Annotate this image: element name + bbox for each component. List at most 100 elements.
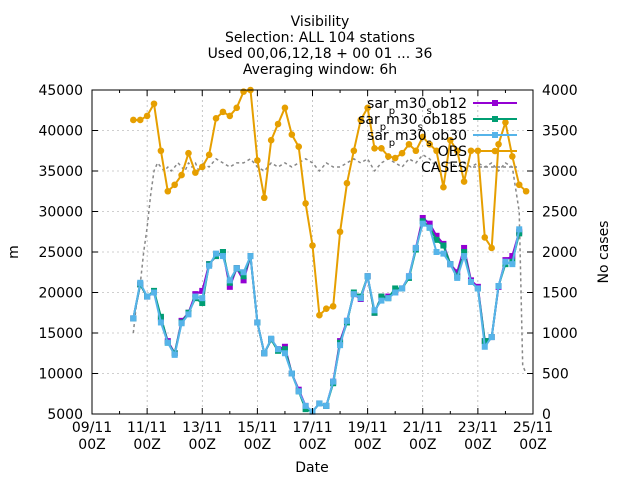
data-point	[426, 224, 433, 231]
data-point	[171, 351, 178, 358]
data-point	[336, 228, 344, 236]
data-point	[275, 346, 282, 353]
data-point	[481, 343, 488, 350]
data-point	[198, 163, 206, 171]
data-point	[433, 232, 440, 239]
data-point	[350, 147, 358, 155]
series-2	[130, 220, 523, 415]
data-point	[419, 133, 427, 141]
data-point	[274, 120, 282, 128]
legend-swatch-marker	[491, 147, 499, 155]
y-tick-label: 40000	[38, 124, 83, 140]
data-point	[164, 187, 172, 195]
y2-axis-label: No cases	[596, 221, 612, 284]
data-point	[337, 342, 344, 349]
data-point	[447, 136, 454, 144]
data-point	[454, 274, 461, 281]
data-point	[281, 346, 288, 353]
data-point	[288, 131, 296, 138]
y-tick-label: 20000	[38, 286, 83, 302]
x-tick-label: 00Z	[299, 437, 326, 453]
data-point	[495, 283, 502, 290]
series-3	[130, 86, 530, 319]
data-point	[433, 249, 440, 255]
data-point	[343, 317, 350, 324]
legend-label-part: s	[427, 138, 432, 149]
data-point	[371, 145, 378, 152]
data-point	[481, 234, 489, 241]
legend-label: sarpm30sob185	[358, 112, 467, 133]
legend-label-part: sar	[358, 112, 380, 128]
legend-label-part: sar	[367, 128, 389, 144]
data-point	[295, 388, 302, 395]
y-axis-label: m	[6, 245, 22, 259]
data-point	[378, 297, 385, 304]
data-point	[323, 402, 330, 409]
x-tick-label: 00Z	[133, 437, 160, 453]
data-point	[157, 319, 164, 326]
data-point	[384, 153, 392, 160]
data-point	[144, 293, 151, 300]
data-point	[136, 116, 144, 124]
data-point	[219, 253, 226, 260]
data-point	[295, 143, 303, 150]
series-layer	[130, 86, 530, 415]
data-point	[350, 291, 357, 298]
data-point	[440, 250, 447, 257]
data-point	[447, 261, 454, 268]
data-point	[364, 104, 371, 112]
data-point	[212, 115, 220, 122]
y2-tick-label: 3000	[542, 164, 578, 180]
data-point	[405, 273, 412, 280]
data-point	[509, 253, 516, 260]
data-point	[378, 145, 385, 152]
data-point	[205, 151, 213, 159]
data-point	[261, 350, 268, 357]
data-point	[357, 116, 365, 124]
data-point	[130, 116, 137, 124]
legend-label: OBS	[438, 144, 467, 160]
x-tick-label: 15/11	[237, 420, 277, 436]
data-point	[199, 287, 206, 294]
y-tick-label: 15000	[38, 326, 83, 342]
data-point	[178, 171, 185, 179]
data-point	[151, 289, 158, 296]
data-point	[461, 253, 468, 260]
data-point	[254, 157, 261, 164]
title-line-1: Visibility	[291, 14, 350, 30]
data-point	[247, 253, 254, 260]
title-line-3: Used 00,06,12,18 + 00 01 ... 36	[208, 46, 433, 62]
data-point	[267, 136, 275, 144]
x-axis-label: Date	[295, 460, 328, 476]
data-point	[240, 88, 247, 95]
data-point	[440, 183, 447, 191]
data-point	[302, 402, 309, 409]
data-point	[226, 277, 233, 284]
data-point	[192, 169, 199, 176]
legend-label-part: m30	[386, 112, 417, 128]
data-point	[164, 339, 171, 346]
legend-label: CASES	[421, 160, 467, 176]
x-tick-label: 00Z	[78, 437, 105, 453]
data-point	[426, 140, 433, 148]
data-point	[309, 242, 316, 249]
legend-label: sarpm30sob30	[367, 128, 467, 149]
y-tick-label: 10000	[38, 367, 83, 383]
data-point	[474, 285, 481, 292]
legend-label-part: ob12	[432, 96, 467, 112]
data-point	[240, 277, 247, 284]
data-point	[185, 311, 192, 318]
y2-tick-label: 2000	[542, 245, 578, 261]
data-point	[502, 258, 509, 265]
x-tick-label: 00Z	[409, 437, 436, 453]
data-point	[405, 140, 413, 148]
x-tick-label: 13/11	[182, 420, 222, 436]
x-tick-label: 17/11	[292, 420, 332, 436]
data-point	[453, 147, 461, 155]
data-point	[454, 269, 461, 276]
data-point	[281, 104, 289, 112]
data-point	[419, 214, 426, 221]
data-point	[281, 350, 288, 357]
x-tick-label: 00Z	[354, 437, 381, 453]
data-point	[426, 220, 433, 227]
